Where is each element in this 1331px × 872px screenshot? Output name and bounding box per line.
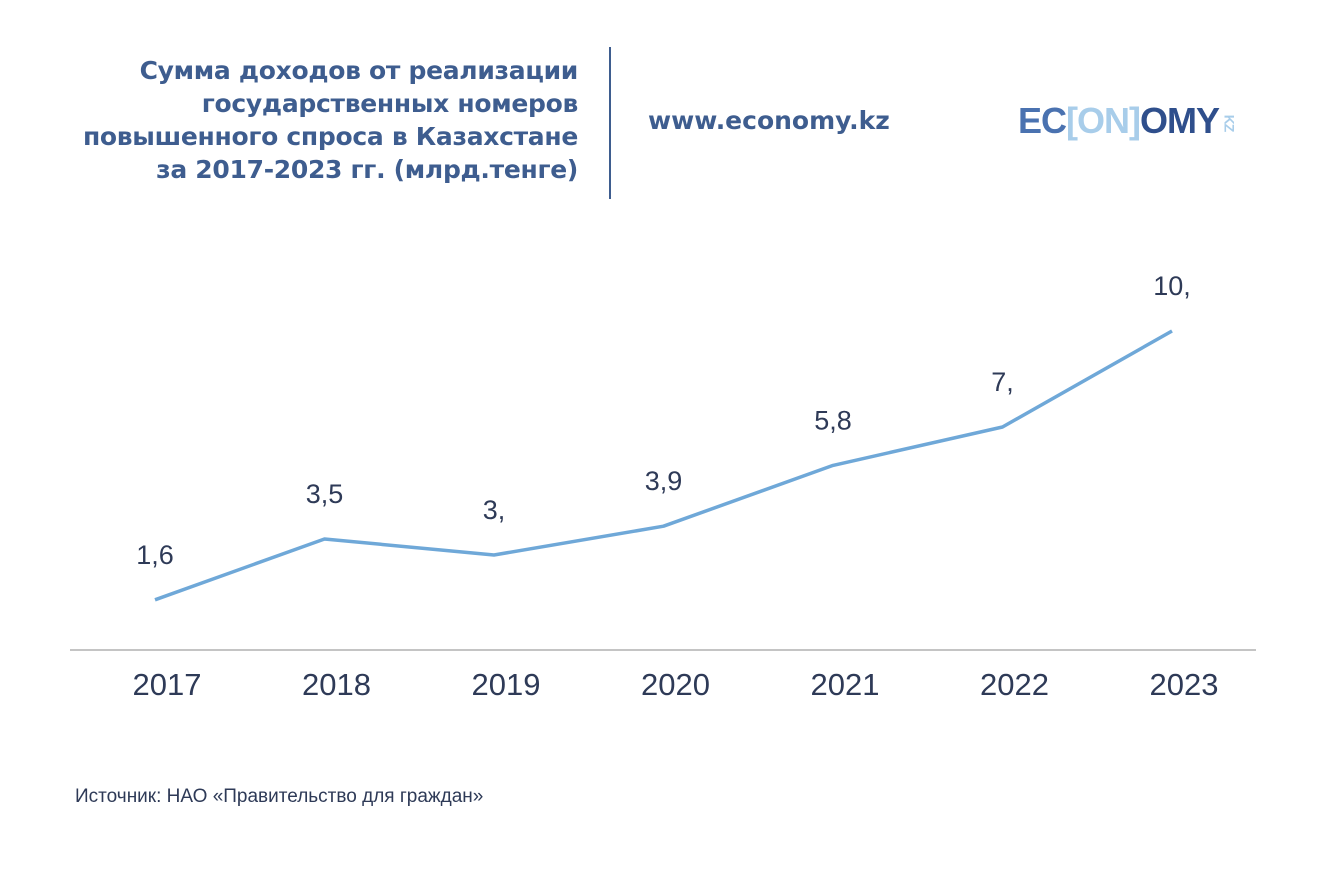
site-url: www.economy.kz [648,106,890,135]
economy-logo: EC[ON]OMY KZ [1018,100,1238,141]
x-tick-label: 2021 [811,667,880,702]
data-label: 7, [991,367,1014,397]
x-tick-label: 2020 [641,667,710,702]
divider [609,47,611,199]
source-note: Источник: НАО «Правительство для граждан… [75,786,484,807]
data-label: 3,5 [306,479,344,509]
title-line: государственных номеров [201,89,579,118]
data-label: 3,9 [645,466,683,496]
data-label: 3, [483,495,506,525]
x-tick-label: 2023 [1150,667,1219,702]
x-tick-label: 2019 [472,667,541,702]
title-line: за 2017-2023 гг. (млрд.тенге) [156,155,578,184]
x-tick-label: 2018 [302,667,371,702]
data-label: 1,6 [136,540,174,570]
x-tick-label: 2022 [980,667,1049,702]
data-label: 5,8 [814,405,852,435]
title-line: Сумма доходов от реализации [139,56,579,85]
data-label: 10, [1153,271,1191,301]
title-line: повышенного спроса в Казахстане [82,122,578,151]
chart-title: Сумма доходов от реализации государствен… [83,54,578,186]
x-tick-label: 2017 [133,667,202,702]
